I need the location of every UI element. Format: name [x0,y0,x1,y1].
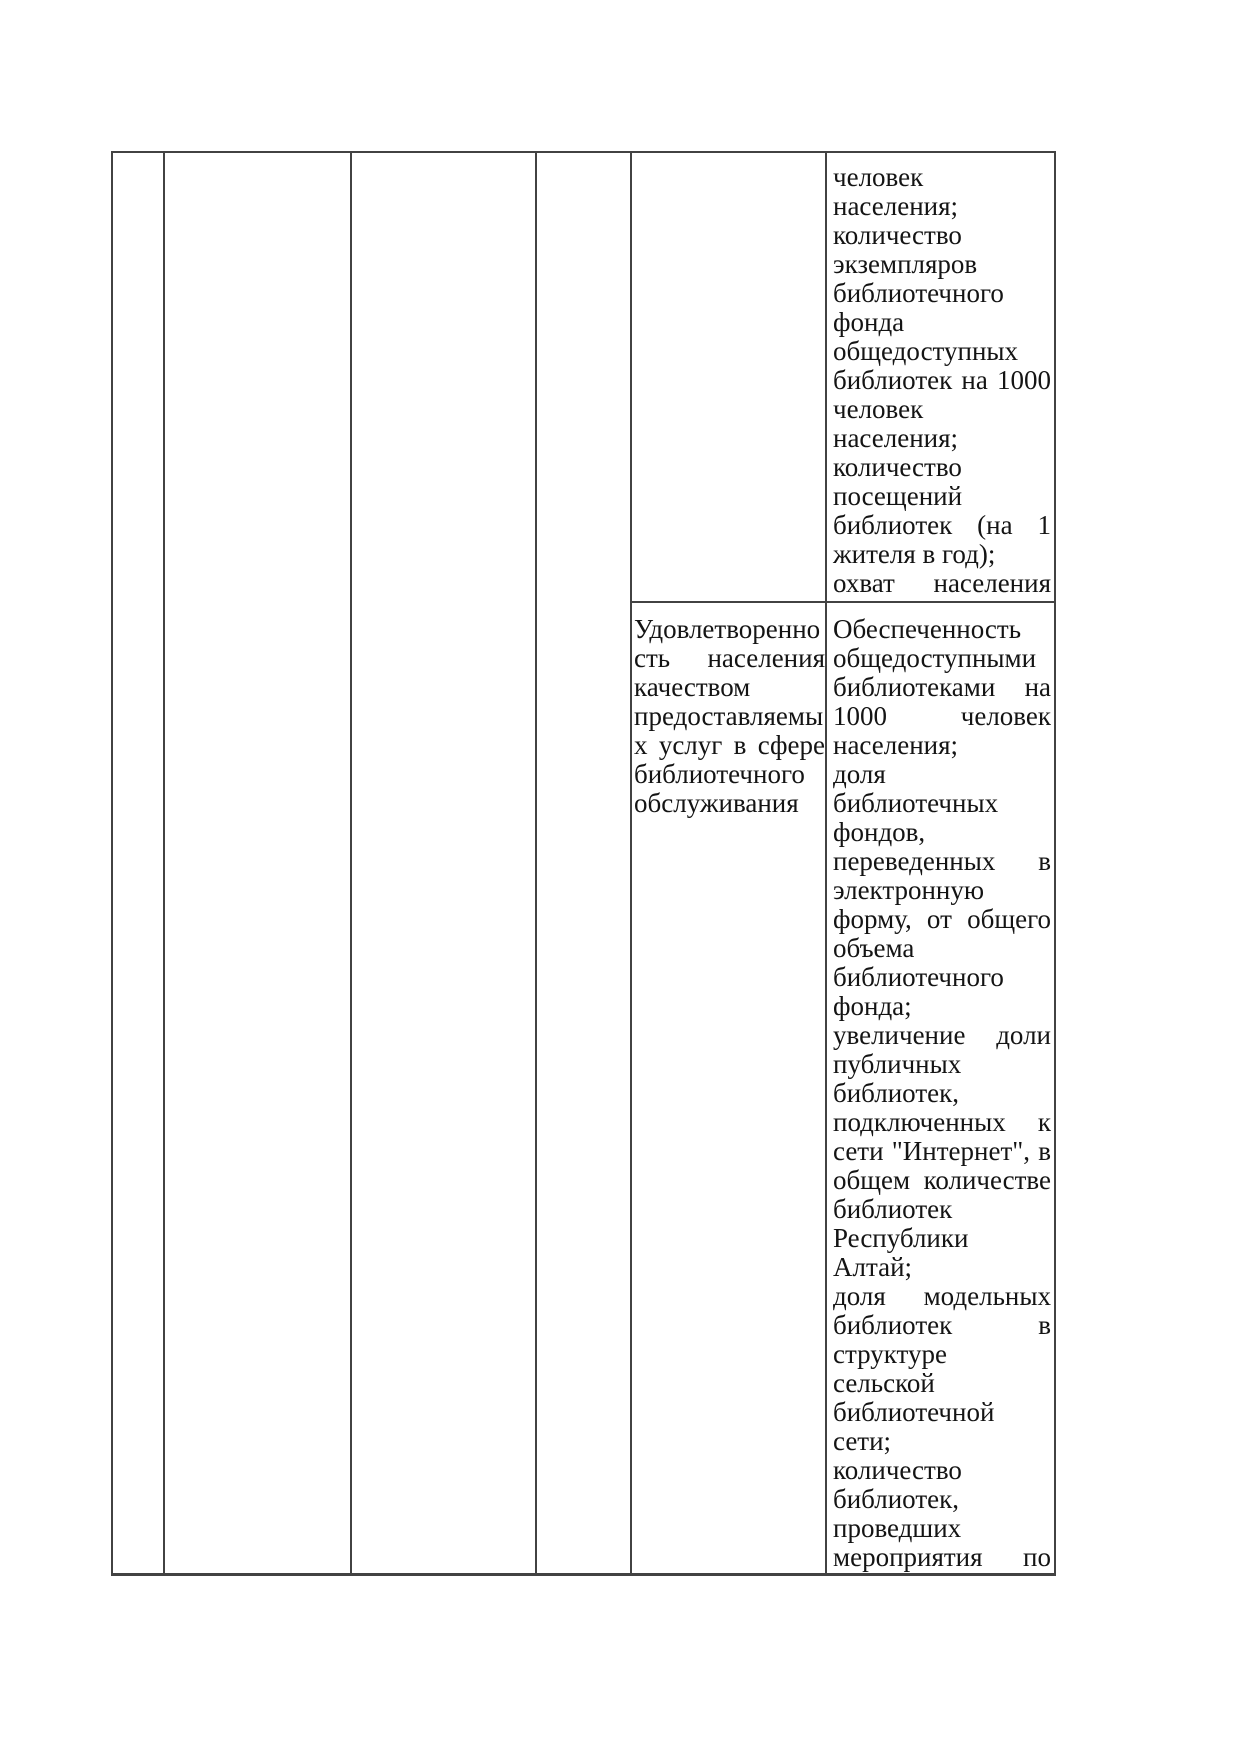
paragraph: Обеспеченность общедоступными библиотека… [833,614,1051,760]
paragraph: человек населения; [833,162,959,221]
paragraph: количество библиотек, проведших мероприя… [833,1455,1051,1574]
table-cell-col4-empty [537,151,632,1576]
paragraph: увеличение доли публичных библиотек, под… [833,1020,1051,1282]
paragraph: Удовлетворенность населения качеством пр… [634,614,825,818]
indicators-table: человек населения; количество экземпляров… [111,151,1056,1576]
paragraph: доля модельных библиотек в структуре сел… [833,1281,1051,1456]
table-cell-col2-empty [165,151,352,1576]
table-cell-row1-col5-empty [632,151,827,603]
table-cell-row1-col6-indicators: человек населения; количество экземпляров… [827,151,1056,603]
table-cell-row2-col6-indicators: Обеспеченность общедоступными библиотека… [827,603,1056,1576]
table-cell-col1-empty [111,151,165,1576]
table-cell-col3-empty [352,151,537,1576]
table-cell-row2-col5-criterion: Удовлетворенность населения качеством пр… [632,603,827,1576]
paragraph: доля библиотечных фондов, переведенных в… [833,759,1051,1021]
paragraph: количество посещений библиотек (на 1 жит… [833,452,1051,569]
paragraph: охват населения библиотечным обслуживани… [833,568,1051,602]
paragraph: количество экземпляров библиотечного фон… [833,220,1051,453]
